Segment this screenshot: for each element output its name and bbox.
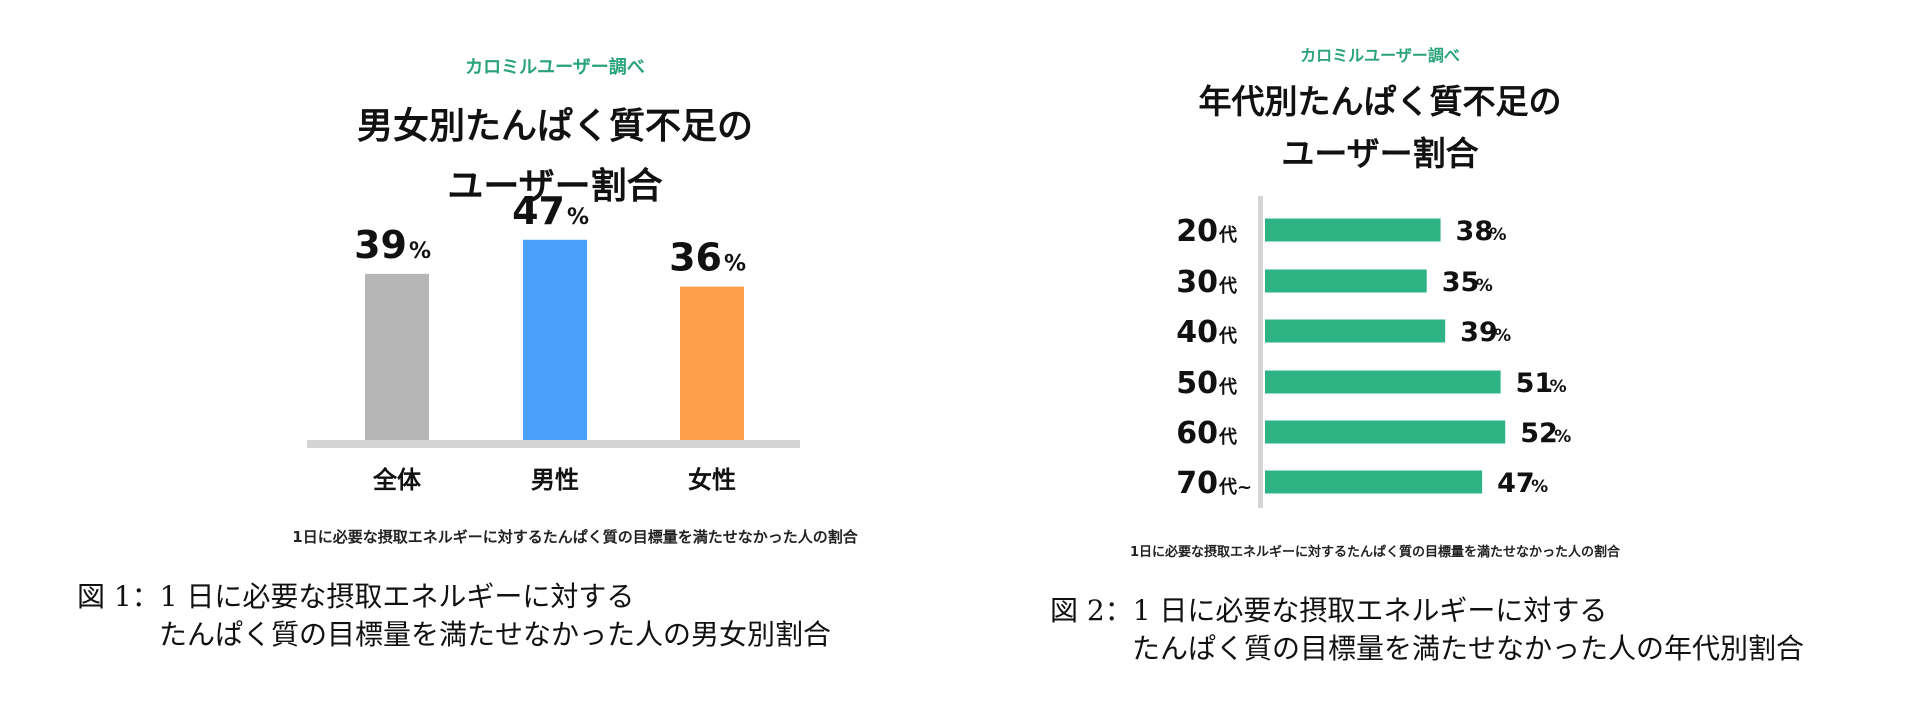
chart2-bar — [1265, 319, 1446, 343]
chart2-category-label: 60 — [1176, 416, 1218, 451]
chart2-category-suffix: 代 — [1218, 276, 1237, 297]
chart2-category-label: 20 — [1176, 214, 1218, 249]
chart2-unit-label: % — [1476, 276, 1493, 296]
chart1-title-line1: 男女別たんぱく質不足の — [357, 106, 753, 147]
chart2-category-label: 40 — [1176, 315, 1218, 350]
chart1-title-line2: ユーザー割合 — [447, 166, 662, 207]
chart1-unit-label: % — [724, 252, 746, 277]
chart2-bar — [1265, 269, 1427, 293]
chart2-value-label: 47 — [1497, 468, 1535, 499]
chart2-unit-label: % — [1531, 477, 1548, 497]
chart2-value-label: 51 — [1516, 368, 1554, 399]
chart2-category-suffix: 代 — [1218, 377, 1237, 398]
chart2-note: 1日に必要な摂取エネルギーに対するたんぱく質の目標量を満たせなかった人の割合 — [1130, 544, 1621, 560]
chart2-unit-label: % — [1550, 377, 1567, 397]
chart1-unit-label: % — [409, 239, 431, 264]
chart2-value-label: 35 — [1442, 267, 1480, 298]
chart2-subtitle: カロミルユーザー調べ — [1300, 46, 1460, 65]
gender-bar-chart: カロミルユーザー調べ 男女別たんぱく質不足の ユーザー割合 39 % 全体 47 % 男性… — [292, 56, 858, 546]
chart2-category-label: 30 — [1176, 265, 1218, 300]
chart2-unit-label: % — [1490, 225, 1507, 245]
figure1-caption: 図 1：1 日に必要な摂取エネルギーに対する たんぱく質の目標量を満たせなかった… — [77, 578, 831, 654]
figure2-caption: 図 2：1 日に必要な摂取エネルギーに対する たんぱく質の目標量を満たせなかった… — [1050, 592, 1804, 668]
chart2-bar — [1265, 470, 1483, 494]
chart1-note: 1日に必要な摂取エネルギーに対するたんぱく質の目標量を満たせなかった人の割合 — [292, 528, 858, 546]
chart2-title-line2: ユーザー割合 — [1281, 134, 1478, 173]
chart1-bar — [365, 273, 429, 440]
age-bar-chart: カロミルユーザー調べ 年代別たんぱく質不足の ユーザー割合 20 代 38%30 代 3… — [1130, 46, 1621, 560]
chart1-unit-label: % — [567, 205, 589, 230]
chart1-value-label: 36 — [669, 236, 722, 280]
chart2-value-label: 38 — [1456, 216, 1494, 247]
chart2-category-suffix: 代 — [1218, 427, 1237, 448]
chart2-category-label: 50 — [1176, 366, 1218, 401]
chart1-category-label: 女性 — [688, 466, 736, 494]
chart2-category-suffix: 代 — [1218, 225, 1237, 246]
gender-chart-panel: カロミルユーザー調べ 男女別たんぱく質不足の ユーザー割合 39% 全体 47% 男性… — [0, 0, 900, 570]
chart2-bar — [1265, 370, 1501, 394]
chart2-axis — [1258, 196, 1263, 508]
age-chart-panel: カロミルユーザー調べ 年代別たんぱく質不足の ユーザー割合 20 代 38% 30 代 3… — [1040, 0, 1921, 580]
chart1-bar — [523, 239, 587, 440]
chart2-bar — [1265, 420, 1506, 444]
chart2-bar — [1265, 218, 1441, 242]
chart1-category-label: 男性 — [531, 466, 579, 494]
chart1-value-label: 39 — [354, 223, 407, 267]
figure1-caption-line1: 図 1：1 日に必要な摂取エネルギーに対する — [77, 580, 635, 613]
chart2-category-suffix: 代~ — [1218, 477, 1252, 498]
chart1-bar — [680, 286, 744, 440]
figure2-caption-line1: 図 2：1 日に必要な摂取エネルギーに対する — [1050, 594, 1608, 627]
chart1-subtitle: カロミルユーザー調べ — [465, 56, 645, 78]
chart2-title-line1: 年代別たんぱく質不足の — [1199, 82, 1562, 121]
figure1-caption-line2: たんぱく質の目標量を満たせなかった人の男女別割合 — [159, 617, 832, 651]
chart2-unit-label: % — [1554, 427, 1571, 447]
chart2-unit-label: % — [1494, 326, 1511, 346]
chart1-baseline — [307, 440, 800, 448]
chart2-category-suffix: 代 — [1218, 326, 1237, 347]
chart2-value-label: 52 — [1520, 418, 1558, 449]
chart2-value-label: 39 — [1460, 317, 1498, 348]
chart1-value-label: 47 — [512, 189, 565, 233]
chart2-category-label: 70 — [1176, 466, 1218, 501]
chart1-category-label: 全体 — [372, 466, 422, 494]
figure2-caption-line2: たんぱく質の目標量を満たせなかった人の年代別割合 — [1132, 631, 1805, 665]
